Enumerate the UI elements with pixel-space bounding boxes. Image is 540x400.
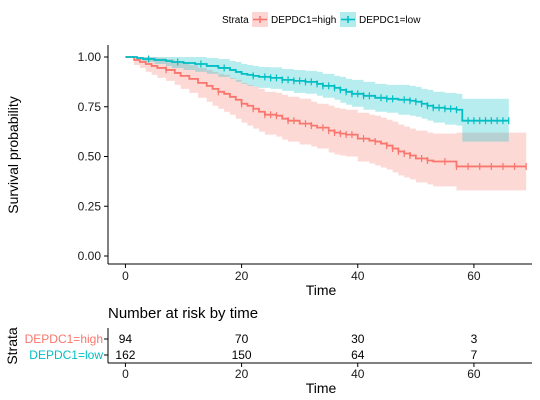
- risk-row-label: DEPDC1=low: [29, 348, 103, 362]
- risk-table: Number at risk by time DEPDC1=high 94 70 30…: [4, 305, 532, 396]
- risk-x-tick-label: 20: [235, 367, 249, 381]
- confidence-bands: [125, 57, 527, 191]
- risk-count: 3: [471, 332, 478, 346]
- risk-x-tick-label: 40: [351, 367, 365, 381]
- km-y-tick-label: 0.25: [78, 199, 102, 213]
- censor-marks: [148, 55, 527, 170]
- risk-count: 70: [235, 332, 249, 346]
- risk-row-label: DEPDC1=high: [25, 332, 103, 346]
- km-y-tick-label: 0.75: [78, 100, 102, 114]
- km-y-tick-label: 1.00: [78, 50, 102, 64]
- km-y-tick-label: 0.50: [78, 150, 102, 164]
- confidence-band: [125, 57, 509, 142]
- km-y-axis-title: Survival probability: [5, 96, 21, 214]
- legend: Strata DEPDC1=high DEPDC1=low: [222, 12, 421, 27]
- risk-x-tick-label: 60: [467, 367, 481, 381]
- risk-count: 30: [351, 332, 365, 346]
- confidence-band: [125, 57, 527, 191]
- risk-count: 7: [471, 348, 478, 362]
- risk-count: 150: [232, 348, 252, 362]
- legend-title: Strata: [222, 15, 249, 26]
- risk-table-axes: 0 20 40 60: [104, 328, 532, 381]
- km-axes: 0.00 0.25 0.50 0.75 1.00 0 20 40 60: [78, 45, 532, 283]
- risk-count: 64: [351, 348, 365, 362]
- risk-x-tick-label: 0: [122, 367, 129, 381]
- km-x-axis-title: Time: [306, 282, 337, 298]
- km-x-tick-label: 60: [467, 269, 481, 283]
- km-x-tick-label: 0: [122, 269, 129, 283]
- risk-y-axis-title: Strata: [4, 327, 20, 365]
- risk-count: 94: [119, 332, 133, 346]
- risk-table-rows: DEPDC1=high 94 70 30 3 DEPDC1=low 162 150 64 7: [25, 332, 478, 362]
- risk-count: 162: [115, 348, 135, 362]
- km-x-tick-label: 20: [235, 269, 249, 283]
- legend-items: DEPDC1=high DEPDC1=low: [252, 12, 421, 27]
- risk-table-title: Number at risk by time: [108, 305, 258, 322]
- legend-label: DEPDC1=high: [271, 15, 336, 26]
- km-y-tick-label: 0.00: [78, 249, 102, 263]
- legend-label: DEPDC1=low: [359, 15, 421, 26]
- survival-curve: [125, 56, 527, 168]
- risk-x-axis-title: Time: [306, 380, 337, 396]
- km-x-tick-label: 40: [351, 269, 365, 283]
- km-plot: 0.00 0.25 0.50 0.75 1.00 0 20 40 60 Time Surviva…: [5, 45, 532, 298]
